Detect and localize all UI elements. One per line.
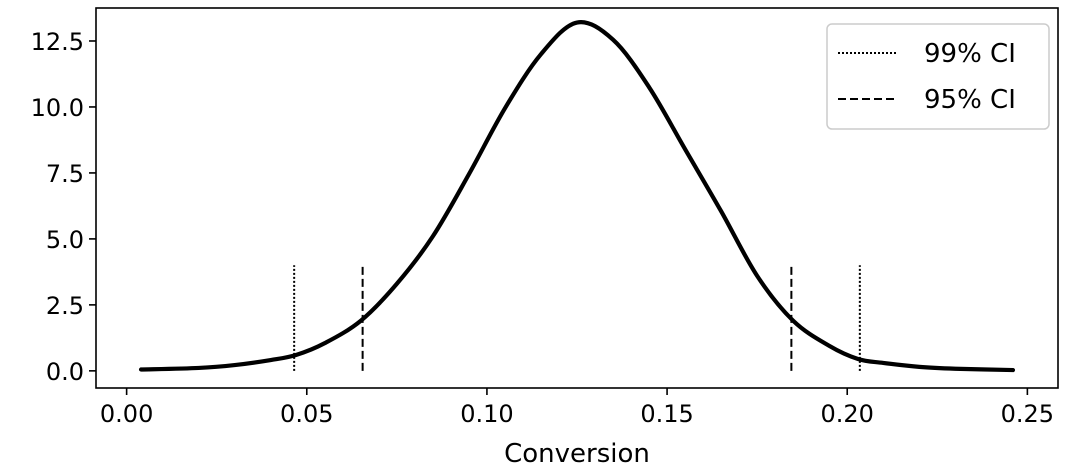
density-curve bbox=[138, 20, 1016, 373]
legend-label-99-ci: 99% CI bbox=[924, 39, 1016, 69]
x-tick-label: 0.05 bbox=[280, 400, 333, 428]
y-tick-label: 12.5 bbox=[31, 28, 84, 56]
y-tick-label: 10.0 bbox=[31, 94, 84, 122]
x-tick-label: 0.20 bbox=[821, 400, 874, 428]
y-axis: 0.0 2.5 5.0 7.5 10.0 12.5 bbox=[31, 28, 96, 386]
legend: 99% CI 95% CI bbox=[826, 23, 1050, 130]
y-tick-label: 7.5 bbox=[46, 160, 84, 188]
x-tick-label: 0.10 bbox=[460, 400, 513, 428]
legend-box bbox=[826, 23, 1050, 130]
x-tick-label: 0.15 bbox=[640, 400, 693, 428]
y-tick-label: 2.5 bbox=[46, 292, 84, 320]
x-axis-label: Conversion bbox=[504, 439, 650, 469]
x-axis: 0.00 0.05 0.10 0.15 0.20 0.25 bbox=[100, 388, 1054, 428]
x-tick-label: 0.25 bbox=[1001, 400, 1054, 428]
y-tick-label: 0.0 bbox=[46, 358, 84, 386]
y-tick-label: 5.0 bbox=[46, 226, 84, 254]
legend-label-95-ci: 95% CI bbox=[924, 85, 1016, 115]
x-tick-label: 0.00 bbox=[100, 400, 153, 428]
